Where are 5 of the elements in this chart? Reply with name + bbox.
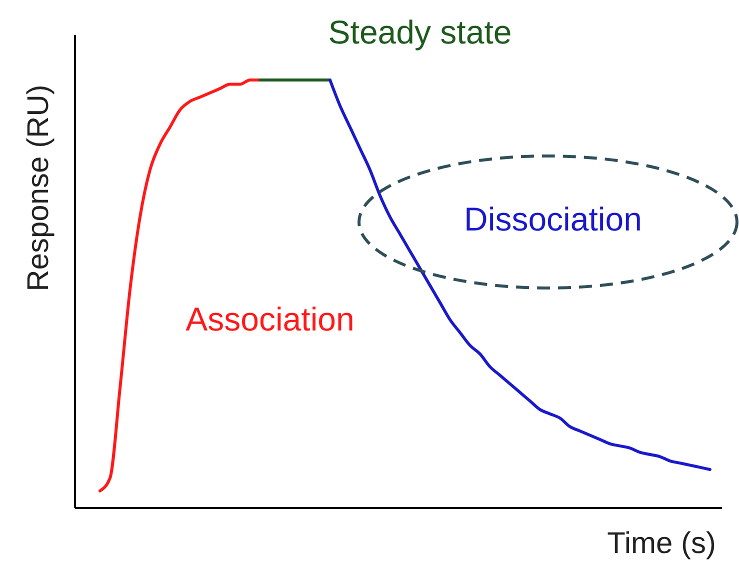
series-label: Association [186,300,354,338]
x-axis-title: Time (s) [607,526,716,560]
series-label: Steady state [328,14,512,51]
y-axis-title: Response (RU) [22,84,55,292]
series-label: Dissociation [464,200,642,238]
